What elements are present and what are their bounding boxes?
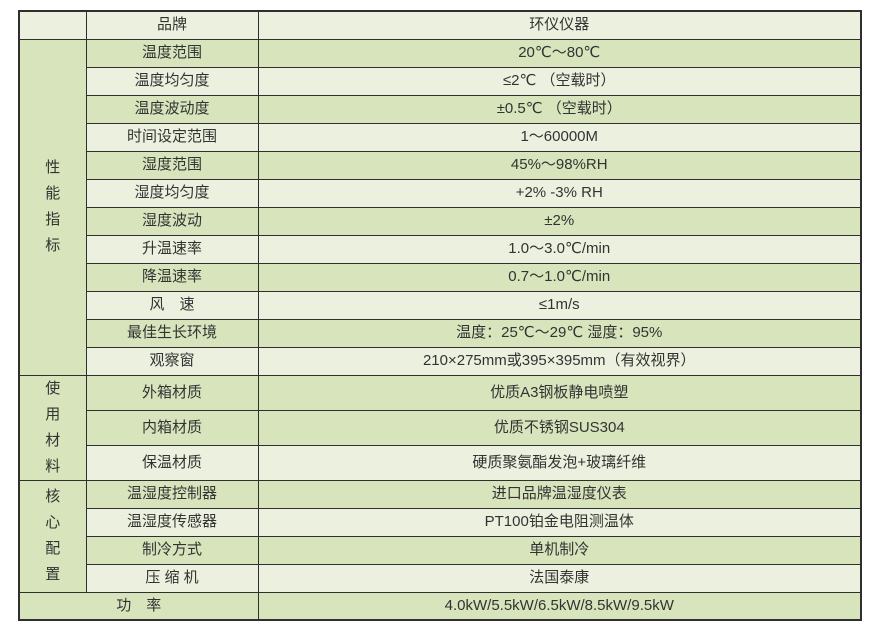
group-label: 性能指标 xyxy=(45,159,61,254)
spec-value-cell: PT100铂金电阻测温体 xyxy=(257,507,862,537)
table-row: 观察窗 210×275mm或395×395mm（有效视界） xyxy=(19,346,862,376)
spec-label-cell: 内箱材质 xyxy=(85,409,259,446)
spec-value-cell: ±2% xyxy=(257,206,862,236)
product-spec-table: 品牌 环仪仪器 性能指标 温度范围 20℃～80℃ 温度均匀度 ≤2℃ （空载时… xyxy=(18,10,862,621)
group-label: 核心配置 xyxy=(45,488,61,583)
spec-value-cell: 单机制冷 xyxy=(257,535,862,565)
spec-value-cell: ≤1m/s xyxy=(257,290,862,320)
table-row: 最佳生长环境 温度：25℃～29℃ 湿度：95% xyxy=(19,318,862,348)
spec-value-cell: 0.7～1.0℃/min xyxy=(257,262,862,292)
spec-value-cell: ±0.5℃ （空载时） xyxy=(257,94,862,124)
spec-label-cell: 外箱材质 xyxy=(85,374,259,411)
table-row: 使用材料 外箱材质 优质A3钢板静电喷塑 xyxy=(18,374,862,481)
spec-value-cell: 优质不锈钢SUS304 xyxy=(257,409,862,446)
table-row: 风 速 ≤1m/s xyxy=(19,290,862,320)
table-row: 温度波动度 ±0.5℃ （空载时） xyxy=(19,94,862,124)
group-cell-materials: 使用材料 xyxy=(18,374,87,481)
table-row: 制冷方式 单机制冷 xyxy=(19,535,862,565)
spec-value-cell: 法国泰康 xyxy=(257,563,862,593)
table-row: 温湿度传感器 PT100铂金电阻测温体 xyxy=(19,507,862,537)
table-row: 湿度均匀度 +2% -3% RH xyxy=(19,178,862,208)
spec-label-cell: 温湿度控制器 xyxy=(85,479,259,509)
spec-label-cell: 湿度均匀度 xyxy=(85,178,259,208)
spec-label-cell: 最佳生长环境 xyxy=(85,318,259,348)
table-header-row: 品牌 环仪仪器 xyxy=(18,10,862,40)
table-row: 湿度波动 ±2% xyxy=(19,206,862,236)
spec-label-cell: 温湿度传感器 xyxy=(85,507,259,537)
spec-label-cell: 温度范围 xyxy=(85,38,259,68)
spec-value-cell: +2% -3% RH xyxy=(257,178,862,208)
brand-label-cell: 品牌 xyxy=(85,10,259,40)
spec-label-cell: 温度均匀度 xyxy=(85,66,259,96)
table-row: 湿度范围 45%～98%RH xyxy=(19,150,862,180)
spec-value-cell: 1～60000M xyxy=(257,122,862,152)
spec-label-cell: 压 缩 机 xyxy=(85,563,259,593)
spec-sheet: 品牌 环仪仪器 性能指标 温度范围 20℃～80℃ 温度均匀度 ≤2℃ （空载时… xyxy=(18,10,862,621)
group-cell-performance: 性能指标 xyxy=(18,38,87,376)
spec-label-cell: 降温速率 xyxy=(85,262,259,292)
spec-label-cell: 时间设定范围 xyxy=(85,122,259,152)
power-value-cell: 4.0kW/5.5kW/6.5kW/8.5kW/9.5kW xyxy=(257,591,862,621)
group-label: 使用材料 xyxy=(45,379,61,475)
table-row: 压 缩 机 法国泰康 xyxy=(19,563,862,593)
table-row: 保温材质 硬质聚氨酯发泡+玻璃纤维 xyxy=(19,444,862,481)
spec-value-cell: 1.0～3.0℃/min xyxy=(257,234,862,264)
corner-cell xyxy=(18,10,87,40)
table-row: 核心配置 温湿度控制器 进口品牌温湿度仪表 xyxy=(18,479,862,593)
spec-value-cell: 硬质聚氨酯发泡+玻璃纤维 xyxy=(257,444,862,481)
spec-label-cell: 观察窗 xyxy=(85,346,259,376)
table-row: 性能指标 温度范围 20℃～80℃ xyxy=(18,38,862,376)
brand-value-cell: 环仪仪器 xyxy=(257,10,862,40)
spec-value-cell: 进口品牌温湿度仪表 xyxy=(257,479,862,509)
table-row: 内箱材质 优质不锈钢SUS304 xyxy=(19,409,862,446)
spec-label-cell: 湿度波动 xyxy=(85,206,259,236)
table-row: 降温速率 0.7～1.0℃/min xyxy=(19,262,862,292)
spec-value-cell: 优质A3钢板静电喷塑 xyxy=(257,374,862,411)
table-row: 时间设定范围 1～60000M xyxy=(19,122,862,152)
spec-label-cell: 温度波动度 xyxy=(85,94,259,124)
spec-value-cell: 45%～98%RH xyxy=(257,150,862,180)
table-footer-row: 功 率 4.0kW/5.5kW/6.5kW/8.5kW/9.5kW xyxy=(18,591,862,621)
spec-label-cell: 升温速率 xyxy=(85,234,259,264)
spec-value-cell: 210×275mm或395×395mm（有效视界） xyxy=(257,346,862,376)
spec-label-cell: 风 速 xyxy=(85,290,259,320)
table-row: 温度均匀度 ≤2℃ （空载时） xyxy=(19,66,862,96)
spec-label-cell: 制冷方式 xyxy=(85,535,259,565)
spec-value-cell: 20℃～80℃ xyxy=(257,38,862,68)
spec-value-cell: ≤2℃ （空载时） xyxy=(257,66,862,96)
spec-value-cell: 温度：25℃～29℃ 湿度：95% xyxy=(257,318,862,348)
table-row: 升温速率 1.0～3.0℃/min xyxy=(19,234,862,264)
group-cell-core-config: 核心配置 xyxy=(18,479,87,593)
spec-label-cell: 湿度范围 xyxy=(85,150,259,180)
power-label-cell: 功 率 xyxy=(18,591,259,621)
spec-label-cell: 保温材质 xyxy=(85,444,259,481)
